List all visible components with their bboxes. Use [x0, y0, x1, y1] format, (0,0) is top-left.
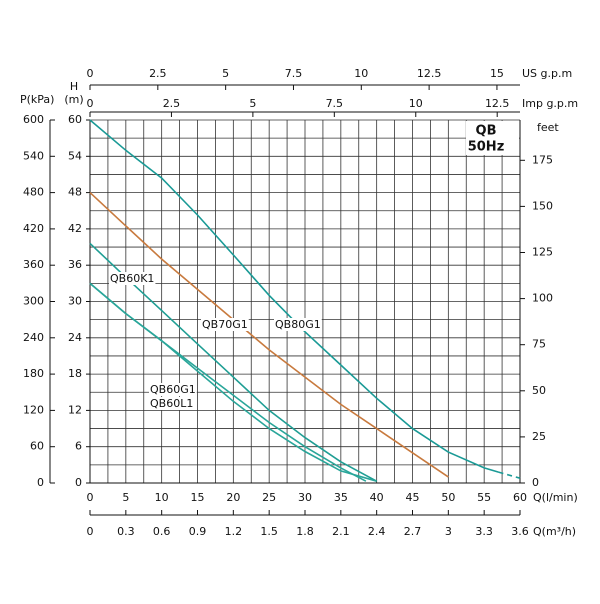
p-tick-label: 120 [23, 403, 44, 416]
q-tick-label: 0 [87, 491, 94, 504]
feet-tick-label: 50 [532, 384, 546, 397]
feet-tick-label: 175 [532, 153, 553, 166]
h-tick-label: 0 [75, 476, 82, 489]
feet-tick-label: 100 [532, 292, 553, 305]
curve-label: QB60K1 [110, 272, 154, 285]
p-tick-label: 420 [23, 222, 44, 235]
q2-tick-label: 1.8 [296, 525, 314, 538]
q-tick-label: 40 [370, 491, 384, 504]
p-tick-label: 540 [23, 149, 44, 162]
h-tick-label: 54 [68, 149, 82, 162]
feet-tick-label: 125 [532, 245, 553, 258]
us-tick-label: 15 [490, 67, 504, 80]
q2-tick-label: 0.3 [117, 525, 135, 538]
curve-label: QB80G1 [275, 318, 321, 331]
q2-tick-label: 0.9 [189, 525, 207, 538]
q2-axis-label: Q(m³/h) [533, 525, 576, 538]
p-axis-label: P(kPa) [20, 93, 54, 106]
q-tick-label: 60 [513, 491, 527, 504]
h-tick-label: 48 [68, 186, 82, 199]
curve-label-bg [274, 318, 322, 331]
imp-tick-label: 0 [87, 97, 94, 110]
h-tick-label: 36 [68, 258, 82, 271]
q-tick-label: 5 [122, 491, 129, 504]
q-tick-label: 25 [262, 491, 276, 504]
q-tick-label: 15 [191, 491, 205, 504]
p-tick-label: 600 [23, 113, 44, 126]
q2-tick-label: 0.6 [153, 525, 171, 538]
curve-label-bg [201, 318, 249, 331]
imp-tick-label: 5 [249, 97, 256, 110]
feet-tick-label: 150 [532, 199, 553, 212]
us-tick-label: 0 [87, 67, 94, 80]
p-tick-label: 360 [23, 258, 44, 271]
h-tick-label: 60 [68, 113, 82, 126]
q2-tick-label: 1.5 [260, 525, 278, 538]
curve-label: QB70G1 [202, 318, 248, 331]
h-tick-label: 42 [68, 222, 82, 235]
h-axis-unit: (m) [64, 93, 83, 106]
q2-tick-label: 2.7 [404, 525, 422, 538]
p-tick-label: 240 [23, 331, 44, 344]
q-tick-label: 50 [441, 491, 455, 504]
curve-label-bg [149, 397, 195, 410]
curve-label: QB60L1 [150, 397, 193, 410]
pump-curve [89, 282, 377, 482]
us-tick-label: 2.5 [149, 67, 167, 80]
q-tick-label: 30 [298, 491, 312, 504]
p-tick-label: 480 [23, 186, 44, 199]
q2-tick-label: 0 [87, 525, 94, 538]
h-tick-label: 6 [75, 440, 82, 453]
us-tick-label: 10 [354, 67, 368, 80]
feet-tick-label: 25 [532, 430, 546, 443]
q-axis-label: Q(l/min) [533, 491, 578, 504]
q2-tick-label: 1.2 [225, 525, 243, 538]
imp-tick-label: 10 [409, 97, 423, 110]
h-axis-label: H [70, 80, 78, 93]
q2-tick-label: 3.6 [511, 525, 529, 538]
feet-tick-label: 75 [532, 338, 546, 351]
h-tick-label: 12 [68, 403, 82, 416]
imp-tick-label: 12.5 [485, 97, 510, 110]
imp-tick-label: 2.5 [163, 97, 181, 110]
p-tick-label: 0 [37, 476, 44, 489]
q-tick-label: 45 [406, 491, 420, 504]
pump-curve [498, 471, 521, 479]
us-axis-label: US g.p.m [522, 67, 572, 80]
imp-tick-label: 7.5 [326, 97, 344, 110]
feet-tick-label: 0 [532, 476, 539, 489]
q2-tick-label: 2.1 [332, 525, 350, 538]
pump-curve [89, 192, 449, 478]
chart-title: QB [476, 124, 497, 139]
pump-curve [89, 242, 378, 482]
h-tick-label: 18 [68, 367, 82, 380]
title-box [466, 121, 519, 155]
p-tick-label: 180 [23, 367, 44, 380]
imp-axis-label: Imp g.p.m [522, 97, 578, 110]
p-tick-label: 60 [30, 440, 44, 453]
p-tick-label: 300 [23, 295, 44, 308]
feet-axis-label: feet [537, 121, 559, 134]
q-tick-label: 10 [155, 491, 169, 504]
pump-curve [89, 119, 499, 473]
us-tick-label: 12.5 [417, 67, 442, 80]
q2-tick-label: 2.4 [368, 525, 386, 538]
chart-subtitle: 50Hz [468, 140, 505, 155]
q-tick-label: 35 [334, 491, 348, 504]
q2-tick-label: 3 [445, 525, 452, 538]
us-tick-label: 7.5 [285, 67, 303, 80]
q-tick-label: 55 [477, 491, 491, 504]
us-tick-label: 5 [222, 67, 229, 80]
q-tick-label: 20 [226, 491, 240, 504]
h-tick-label: 30 [68, 295, 82, 308]
curve-label-bg [109, 272, 156, 285]
q2-tick-label: 3.3 [475, 525, 493, 538]
curve-label-bg [149, 383, 197, 396]
h-tick-label: 24 [68, 331, 82, 344]
curve-label: QB60G1 [150, 383, 196, 396]
